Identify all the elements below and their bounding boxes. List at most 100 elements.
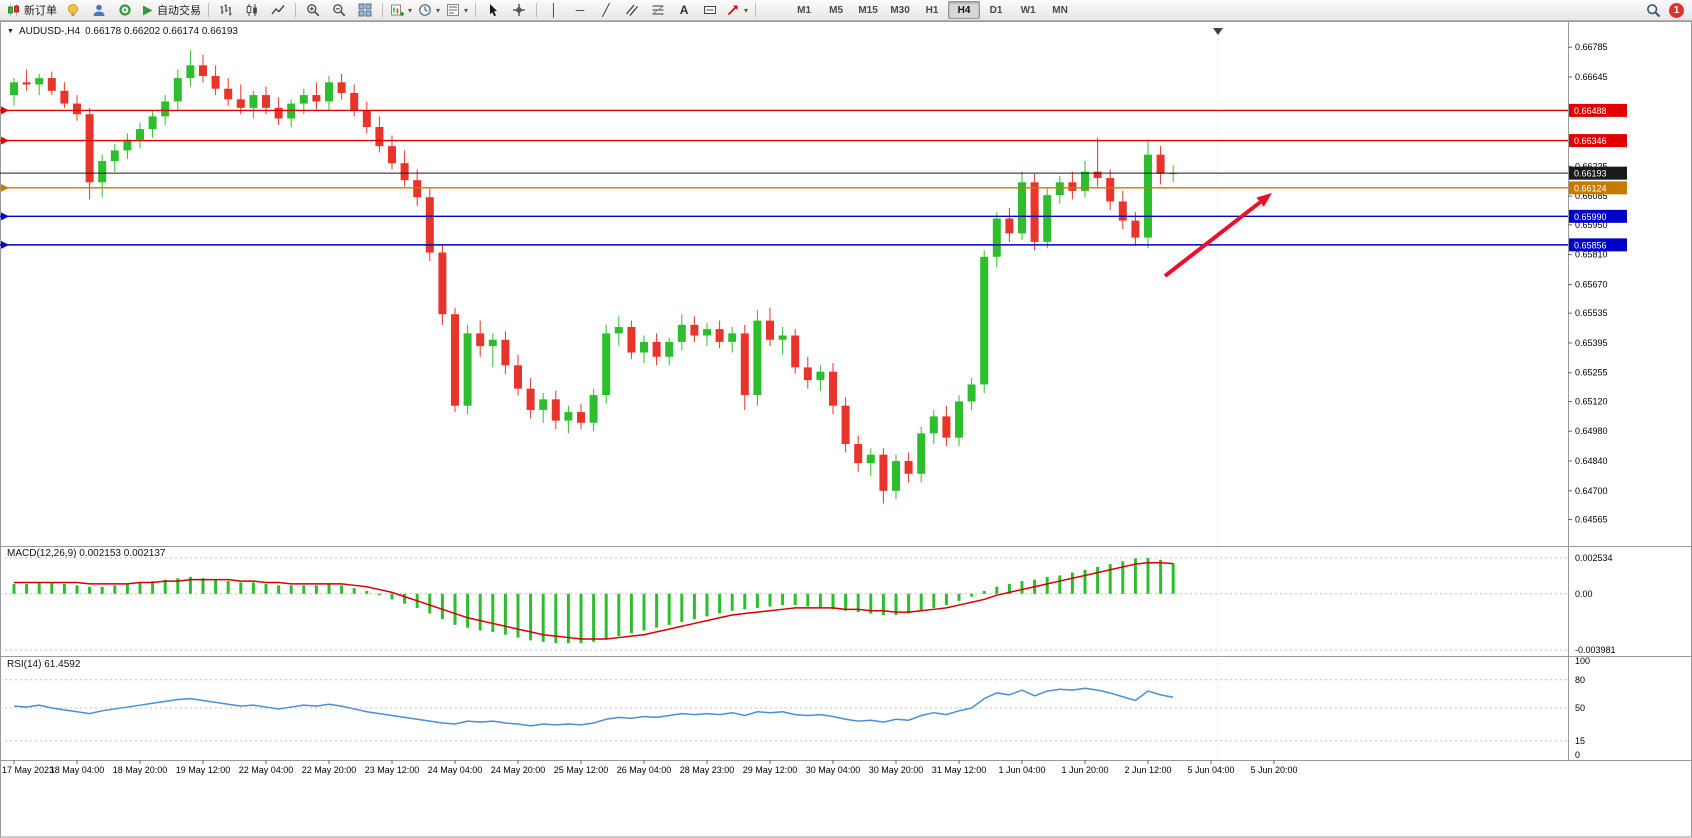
arrows-button[interactable]: ▾: [723, 0, 751, 20]
chevron-down-icon: ▾: [744, 5, 749, 15]
chart-title: ▼ AUDUSD-,H4 0.66178 0.66202 0.66174 0.6…: [7, 26, 238, 37]
svg-text:25 May 12:00: 25 May 12:00: [554, 765, 609, 775]
svg-text:0.64980: 0.64980: [1575, 426, 1608, 436]
svg-text:30 May 04:00: 30 May 04:00: [806, 765, 861, 775]
chevron-down-icon: ▾: [464, 5, 469, 15]
svg-text:0.65950: 0.65950: [1575, 220, 1608, 230]
svg-text:2 Jun 12:00: 2 Jun 12:00: [1124, 765, 1171, 775]
timeframe-m15-button[interactable]: M15: [858, 4, 878, 16]
new-order-button[interactable]: 新订单: [4, 0, 60, 20]
trendline-button[interactable]: ╱: [593, 0, 619, 20]
auto-trading-label: 自动交易: [157, 5, 201, 17]
crosshair-icon: [513, 4, 526, 16]
zoom-out-button[interactable]: [326, 0, 352, 20]
vertical-line-button[interactable]: │: [541, 0, 567, 20]
label-icon: [704, 6, 717, 14]
timeframe-h1-button[interactable]: H1: [925, 4, 939, 16]
bar-chart-icon: [220, 4, 232, 16]
svg-text:31 May 12:00: 31 May 12:00: [932, 765, 987, 775]
svg-text:0.65395: 0.65395: [1575, 338, 1608, 348]
svg-text:0.66346: 0.66346: [1574, 136, 1607, 146]
timeframe-mn-button[interactable]: MN: [1052, 4, 1068, 16]
timeframe-m30-button[interactable]: M30: [890, 4, 910, 16]
timeframe-m1-button[interactable]: M1: [797, 4, 812, 16]
periods-button[interactable]: ▾: [415, 0, 443, 20]
search-icon[interactable]: [1646, 3, 1661, 18]
new-order-label: 新订单: [24, 5, 57, 17]
timeframe-d1-button[interactable]: D1: [989, 4, 1003, 16]
label-button[interactable]: [697, 0, 723, 20]
svg-text:0.65120: 0.65120: [1575, 396, 1608, 406]
svg-text:5 Jun 20:00: 5 Jun 20:00: [1250, 765, 1297, 775]
svg-text:0.66193: 0.66193: [1574, 169, 1607, 179]
svg-text:23 May 12:00: 23 May 12:00: [365, 765, 420, 775]
trendline-icon: ╱: [602, 3, 610, 17]
svg-text:0.64840: 0.64840: [1575, 456, 1608, 466]
new-chart-icon: [391, 4, 404, 16]
timeframe-m5-button[interactable]: M5: [829, 4, 844, 16]
svg-text:1 Jun 20:00: 1 Jun 20:00: [1061, 765, 1108, 775]
arrow-tool-icon: [727, 5, 738, 16]
notification-badge[interactable]: 1: [1669, 2, 1684, 18]
text-button[interactable]: A: [671, 0, 697, 20]
toolbar-separator: [536, 3, 538, 17]
community-button[interactable]: [86, 0, 112, 20]
macd-indicator-label: MACD(12,26,9) 0.002153 0.002137: [7, 548, 166, 559]
lightbulb-icon: [68, 4, 78, 16]
svg-text:80: 80: [1575, 675, 1585, 685]
new-chart-button[interactable]: ▾: [387, 0, 415, 20]
ideas-button[interactable]: [60, 0, 86, 20]
svg-text:24 May 20:00: 24 May 20:00: [491, 765, 546, 775]
clock-icon: [419, 4, 431, 16]
svg-text:0.66225: 0.66225: [1575, 161, 1608, 171]
user-icon: [93, 4, 105, 16]
cursor-button[interactable]: [480, 0, 506, 20]
fibonacci-icon: [652, 5, 664, 15]
toolbar-separator: [475, 3, 477, 17]
channel-button[interactable]: [619, 0, 645, 20]
candle-chart-icon: [246, 4, 257, 16]
svg-text:24 May 04:00: 24 May 04:00: [428, 765, 483, 775]
toolbar-right: 1: [1646, 2, 1688, 18]
svg-text:22 May 04:00: 22 May 04:00: [239, 765, 294, 775]
svg-text:0: 0: [1575, 750, 1580, 760]
svg-text:26 May 04:00: 26 May 04:00: [617, 765, 672, 775]
svg-text:0.65810: 0.65810: [1575, 250, 1608, 260]
zoom-in-icon: [307, 4, 320, 17]
svg-text:0.002534: 0.002534: [1575, 553, 1613, 563]
timeframe-h4-button[interactable]: H4: [948, 1, 981, 19]
chart-collapse-icon[interactable]: ▼: [7, 28, 14, 35]
svg-text:0.65535: 0.65535: [1575, 308, 1608, 318]
svg-text:30 May 20:00: 30 May 20:00: [869, 765, 924, 775]
cursor-icon: [490, 4, 498, 17]
svg-text:0.65255: 0.65255: [1575, 368, 1608, 378]
auto-trading-button[interactable]: 自动交易: [138, 0, 204, 20]
candle-chart-button[interactable]: [239, 0, 265, 20]
svg-text:18 May 20:00: 18 May 20:00: [113, 765, 168, 775]
line-chart-button[interactable]: [265, 0, 291, 20]
line-chart-icon: [271, 5, 285, 15]
svg-text:18 May 04:00: 18 May 04:00: [50, 765, 105, 775]
play-icon: [143, 5, 153, 15]
svg-text:5 Jun 04:00: 5 Jun 04:00: [1187, 765, 1234, 775]
fibonacci-button[interactable]: [645, 0, 671, 20]
support-button[interactable]: [112, 0, 138, 20]
zoom-out-icon: [333, 4, 346, 17]
svg-text:0.00: 0.00: [1575, 589, 1593, 599]
horizontal-line-button[interactable]: ─: [567, 0, 593, 20]
channel-icon: [626, 4, 639, 16]
chevron-down-icon: ▾: [436, 5, 441, 15]
svg-text:0.64700: 0.64700: [1575, 486, 1608, 496]
bar-chart-button[interactable]: [213, 0, 239, 20]
toolbar-separator: [295, 3, 296, 17]
svg-text:0.65670: 0.65670: [1575, 279, 1608, 289]
timeframe-w1-button[interactable]: W1: [1020, 4, 1036, 16]
tile-windows-button[interactable]: [352, 0, 378, 20]
templates-button[interactable]: ▾: [443, 0, 471, 20]
crosshair-button[interactable]: [506, 0, 532, 20]
svg-text:0.66488: 0.66488: [1574, 106, 1607, 116]
zoom-in-button[interactable]: [300, 0, 326, 20]
svg-text:-0.003981: -0.003981: [1575, 645, 1616, 655]
